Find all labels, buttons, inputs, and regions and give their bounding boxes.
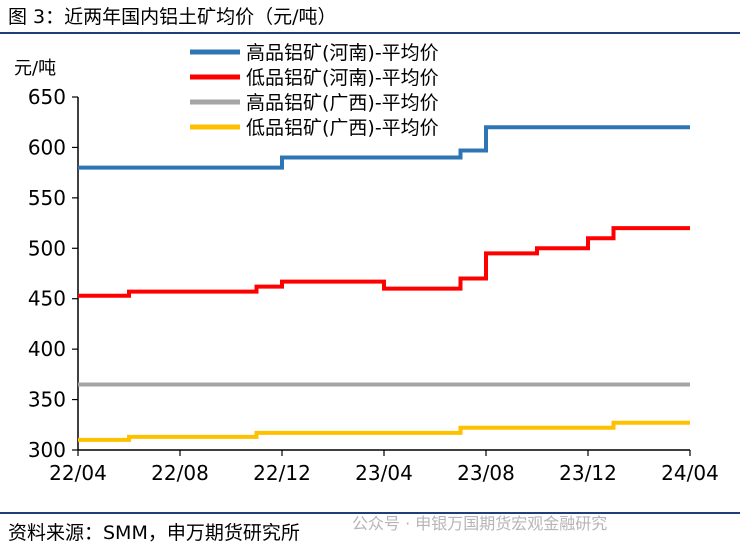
bottom-divider [0, 512, 740, 514]
y-tick-label: 450 [28, 287, 66, 311]
watermark: 公众号 · 申银万国期货宏观金融研究 [352, 514, 608, 533]
y-tick-label: 300 [28, 438, 66, 462]
y-axis-unit-label: 元/吨 [14, 58, 56, 79]
chart-title: 图 3：近两年国内铝土矿均价（元/吨） [8, 6, 337, 28]
chart-axes: 300 350 400 450 500 550 600 650 22/04 22/08 22/12 2… [14, 58, 719, 485]
x-tick-label: 23/12 [559, 461, 617, 485]
x-tick-label: 23/08 [457, 461, 515, 485]
legend-label: 高品铝矿(广西)-平均价 [246, 92, 439, 114]
series-line [78, 226, 690, 298]
line-chart: 300 350 400 450 500 550 600 650 22/04 22/08 22/12 2… [14, 42, 719, 485]
y-tick-label: 550 [28, 186, 66, 210]
y-tick-label: 500 [28, 236, 66, 260]
series-line [78, 420, 690, 442]
y-tick-label: 600 [28, 135, 66, 159]
top-divider [0, 32, 740, 34]
chart-legend: 高品铝矿(河南)-平均价低品铝矿(河南)-平均价高品铝矿(广西)-平均价低品铝矿… [190, 42, 439, 139]
x-tick-label: 22/08 [151, 461, 209, 485]
x-tick-label: 22/04 [49, 461, 107, 485]
source-note: 资料来源：SMM，申万期货研究所 [8, 522, 300, 544]
y-tick-label: 400 [28, 337, 66, 361]
chart-series-lines [78, 125, 690, 442]
legend-label: 高品铝矿(河南)-平均价 [246, 42, 439, 64]
legend-label: 低品铝矿(广西)-平均价 [246, 117, 439, 139]
y-tick-label: 650 [28, 85, 66, 109]
x-tick-label: 22/12 [253, 461, 311, 485]
series-line [78, 125, 690, 170]
x-tick-label: 24/04 [661, 461, 719, 485]
legend-label: 低品铝矿(河南)-平均价 [246, 67, 439, 89]
x-tick-label: 23/04 [355, 461, 413, 485]
y-tick-label: 350 [28, 388, 66, 412]
